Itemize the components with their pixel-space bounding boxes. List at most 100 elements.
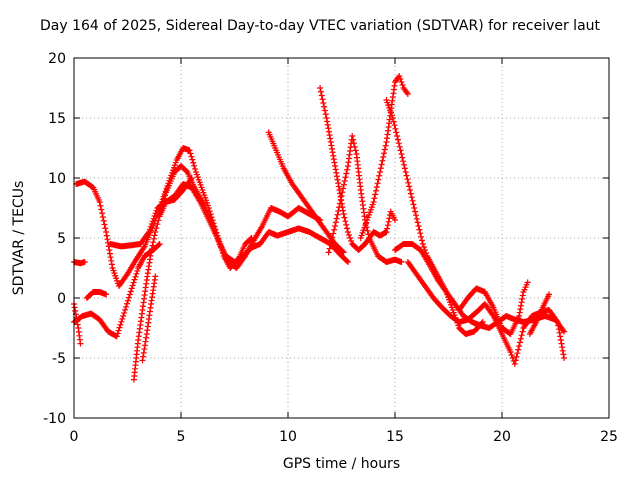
data-point <box>126 291 133 298</box>
data-point <box>328 238 335 245</box>
data-point <box>397 147 404 154</box>
data-point <box>326 132 333 139</box>
data-point <box>330 230 337 237</box>
series-arc-7 <box>71 301 84 347</box>
data-point <box>517 306 524 313</box>
data-point <box>152 229 159 235</box>
data-point <box>380 154 387 160</box>
data-point <box>394 136 401 143</box>
data-point <box>414 219 421 226</box>
data-point <box>325 128 332 135</box>
data-point <box>511 361 518 367</box>
series-arc-5 <box>130 175 195 383</box>
data-point <box>321 103 328 110</box>
data-point <box>343 221 350 228</box>
series-arc-16 <box>404 259 568 367</box>
data-point <box>374 180 381 187</box>
data-point <box>96 199 103 205</box>
data-point <box>559 347 566 354</box>
data-point <box>507 349 514 355</box>
data-point <box>341 214 348 221</box>
data-point <box>417 230 424 237</box>
data-point <box>392 217 398 223</box>
data-point <box>372 191 379 198</box>
data-point <box>317 85 324 91</box>
data-point <box>140 349 147 356</box>
series-arc-6 <box>139 273 159 364</box>
data-point <box>392 125 399 132</box>
data-point <box>317 88 324 95</box>
data-point <box>162 192 169 199</box>
data-point <box>333 169 340 176</box>
data-point <box>142 338 149 345</box>
data-point <box>560 351 567 358</box>
data-point <box>139 357 146 364</box>
data-point <box>149 242 156 249</box>
data-point <box>187 176 194 183</box>
x-tick-label: 15 <box>386 429 404 445</box>
data-point <box>326 245 333 252</box>
data-point <box>393 129 400 136</box>
data-point <box>333 173 340 180</box>
data-point <box>519 292 526 299</box>
data-point <box>123 303 130 310</box>
data-point <box>351 143 358 150</box>
data-point <box>514 350 521 357</box>
data-point <box>148 221 155 227</box>
series-arc-8 <box>83 289 110 301</box>
data-point <box>377 165 384 172</box>
data-point <box>122 306 129 313</box>
x-axis-label: GPS time / hours <box>282 456 401 472</box>
data-point <box>97 202 104 209</box>
data-point <box>519 328 526 335</box>
data-point <box>145 229 152 235</box>
data-point <box>412 212 419 219</box>
data-point <box>390 118 397 125</box>
data-point <box>124 297 131 304</box>
data-point <box>559 344 566 351</box>
data-point <box>191 162 198 169</box>
data-point <box>381 146 388 153</box>
tick-layer: 0 5 10 15 20 25 -10 -5 0 5 10 15 20 <box>43 51 618 445</box>
data-point <box>156 241 163 247</box>
data-point <box>335 208 342 214</box>
data-point <box>554 319 561 325</box>
data-point <box>343 170 350 177</box>
data-point <box>102 225 109 232</box>
data-point <box>328 142 335 149</box>
data-point <box>404 91 411 97</box>
data-point <box>101 221 108 228</box>
data-point <box>340 249 347 256</box>
y-tick-label: -10 <box>43 411 66 427</box>
data-point <box>318 92 325 99</box>
data-point <box>331 226 338 233</box>
data-point <box>518 332 525 339</box>
data-point <box>385 218 392 225</box>
series-arc-1 <box>73 145 255 289</box>
data-point <box>103 291 110 298</box>
data-point <box>400 158 407 165</box>
data-point <box>516 339 523 346</box>
data-point <box>373 184 380 190</box>
data-point <box>561 328 568 335</box>
data-point <box>119 315 126 322</box>
data-point <box>131 276 138 283</box>
data-point <box>141 342 148 349</box>
data-point <box>508 352 515 358</box>
data-point <box>321 107 328 114</box>
series-arc-17 <box>456 279 531 337</box>
data-point <box>546 291 553 298</box>
data-point <box>413 215 420 222</box>
data-point <box>149 218 156 225</box>
data-point <box>519 295 526 302</box>
data-point <box>327 139 334 145</box>
data-point <box>150 235 157 242</box>
data-point <box>394 133 401 139</box>
data-point <box>322 111 329 118</box>
data-layer <box>71 73 568 383</box>
data-point <box>128 285 135 292</box>
data-point <box>403 172 410 179</box>
data-point <box>513 353 520 360</box>
